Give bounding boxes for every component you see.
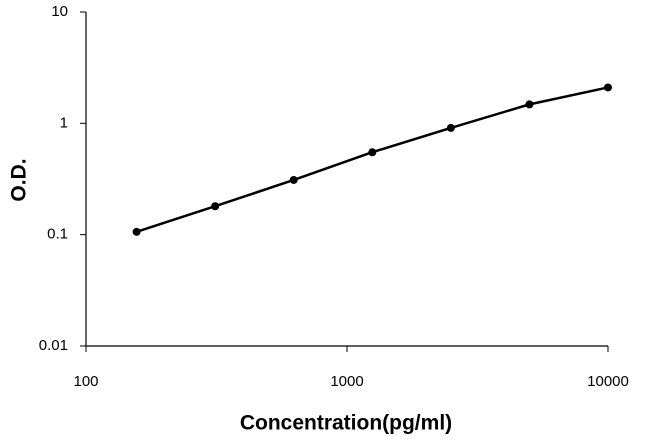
data-line: [136, 86, 609, 234]
y-tick-label: 1: [60, 114, 68, 131]
data-point: [604, 83, 612, 92]
y-tick-label: 10: [51, 3, 68, 20]
x-axis-title: Concentration(pg/ml): [240, 412, 452, 435]
data-point: [446, 123, 455, 132]
data-point: [211, 202, 220, 211]
y-tick-label: 0.01: [39, 337, 68, 354]
data-point: [368, 148, 377, 157]
x-tick-label: 10000: [587, 373, 629, 390]
y-tick-label: 0.1: [47, 226, 68, 243]
data-point: [289, 175, 298, 184]
x-tick-label: 100: [73, 373, 98, 390]
x-tick-label: 1000: [330, 373, 363, 390]
data-point: [525, 100, 534, 109]
data-point: [132, 227, 141, 236]
y-axis-title: O.D.: [8, 158, 31, 201]
